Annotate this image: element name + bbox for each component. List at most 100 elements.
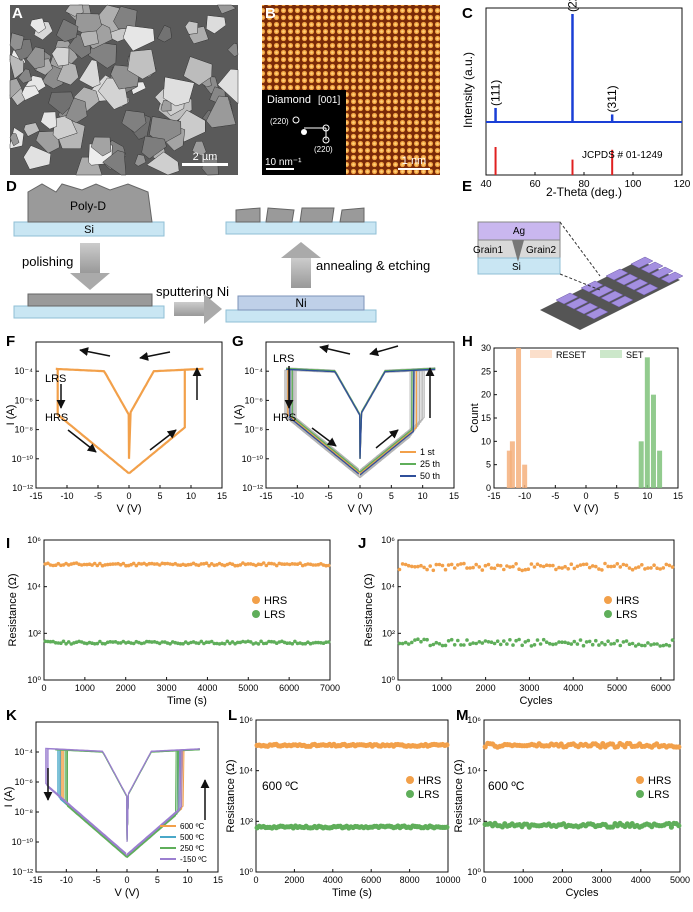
ag-pad — [585, 307, 609, 320]
data-point — [100, 641, 105, 646]
ag-pad — [575, 302, 599, 315]
y-tick-label: 10² — [28, 628, 41, 638]
y-tick-label: 25 — [481, 366, 491, 376]
grain-facet — [146, 151, 180, 176]
data-point — [56, 561, 61, 566]
legend-marker — [604, 596, 612, 604]
data-point — [563, 640, 567, 645]
y-axis-label: I (A) — [3, 787, 15, 808]
y-tick-label: 10⁴ — [467, 766, 481, 776]
data-point — [419, 639, 423, 644]
grain-facet — [78, 59, 101, 88]
x-axis-label: V (V) — [573, 503, 598, 515]
data-point — [603, 561, 607, 566]
data-point — [492, 566, 497, 571]
data-point — [422, 637, 426, 642]
data-point — [529, 644, 534, 648]
data-point — [557, 640, 561, 644]
y-tick-label: 10⁻⁸ — [14, 807, 33, 817]
data-point — [594, 564, 598, 569]
data-point — [541, 637, 546, 642]
polishing-label: polishing — [22, 254, 73, 269]
data-point — [566, 567, 570, 571]
etched-grains — [235, 207, 365, 223]
spot-label: (220) — [314, 145, 333, 154]
legend-label: LRS — [264, 609, 285, 621]
data-point — [514, 562, 518, 566]
data-point — [618, 565, 623, 569]
data-point — [230, 562, 235, 566]
data-point — [406, 642, 411, 646]
grain-facet — [56, 18, 79, 43]
data-point — [282, 562, 287, 566]
grain-facet — [23, 122, 40, 137]
data-point — [658, 644, 662, 648]
grain-facet — [56, 61, 79, 86]
inset-direction: [001] — [318, 95, 340, 106]
data-point — [544, 640, 549, 644]
x-axis-label: Time (s) — [167, 695, 207, 707]
ag-pad — [610, 295, 634, 308]
hrs-label: HRS — [273, 412, 296, 424]
data-point — [444, 742, 450, 748]
data-point — [526, 638, 531, 643]
scale-bar-label: 1 nm — [402, 155, 426, 167]
grain-facet — [157, 24, 172, 43]
grain-facet — [90, 136, 112, 157]
data-point — [520, 643, 524, 648]
data-point — [498, 563, 503, 568]
data-point — [630, 641, 635, 646]
data-point — [403, 562, 408, 567]
si-substrate — [13, 305, 165, 319]
data-point — [290, 562, 295, 566]
y-axis-label: I (A) — [5, 405, 17, 426]
data-point — [246, 562, 250, 566]
data-point — [134, 563, 139, 568]
data-point — [640, 643, 644, 648]
data-point — [416, 637, 420, 641]
data-point — [465, 638, 469, 642]
x-tick-label: 3000 — [592, 875, 612, 885]
x-axis-label: Cycles — [565, 887, 599, 899]
data-point — [144, 639, 149, 644]
legend-label: 250 ºC — [180, 844, 204, 853]
panel-a: 2 µm A — [9, 4, 239, 176]
grain-facet — [18, 68, 33, 84]
y-tick-label: 10⁶ — [467, 715, 481, 725]
x-tick-label: 4000 — [323, 875, 343, 885]
legend-label: -150 ºC — [180, 855, 207, 864]
data-point — [316, 640, 321, 645]
inset-scale-bar — [266, 168, 294, 170]
data-point — [505, 564, 509, 568]
data-point — [61, 639, 66, 644]
data-point — [443, 643, 448, 648]
x-tick-label: 5000 — [670, 875, 690, 885]
panel-label-k: K — [6, 707, 17, 724]
data-point — [403, 640, 408, 645]
panel-d: D Si Poly-D polishing sputtering Ni Ni a… — [6, 178, 430, 324]
x-tick-label: 15 — [673, 491, 683, 501]
data-point — [535, 562, 540, 566]
data-point — [72, 561, 76, 566]
grain-facet — [191, 140, 207, 157]
ag-pad — [625, 278, 649, 291]
legend-marker — [604, 610, 612, 618]
y-tick-label: 10⁻⁸ — [14, 425, 33, 435]
legend-marker — [636, 776, 644, 784]
data-point — [285, 641, 289, 645]
x-tick-label: 5 — [157, 491, 162, 501]
grain-facet — [162, 76, 195, 107]
data-point — [483, 639, 488, 643]
data-point — [82, 562, 87, 567]
data-point — [199, 639, 204, 644]
iv-curve-series — [286, 368, 436, 476]
data-point — [280, 562, 284, 566]
x-tick-label: 3000 — [519, 683, 539, 693]
data-point — [98, 639, 102, 644]
plot-frame — [255, 719, 449, 873]
data-point — [256, 642, 261, 646]
data-point — [444, 824, 450, 830]
data-point — [437, 642, 442, 646]
data-point — [520, 568, 524, 573]
data-point — [196, 641, 201, 646]
